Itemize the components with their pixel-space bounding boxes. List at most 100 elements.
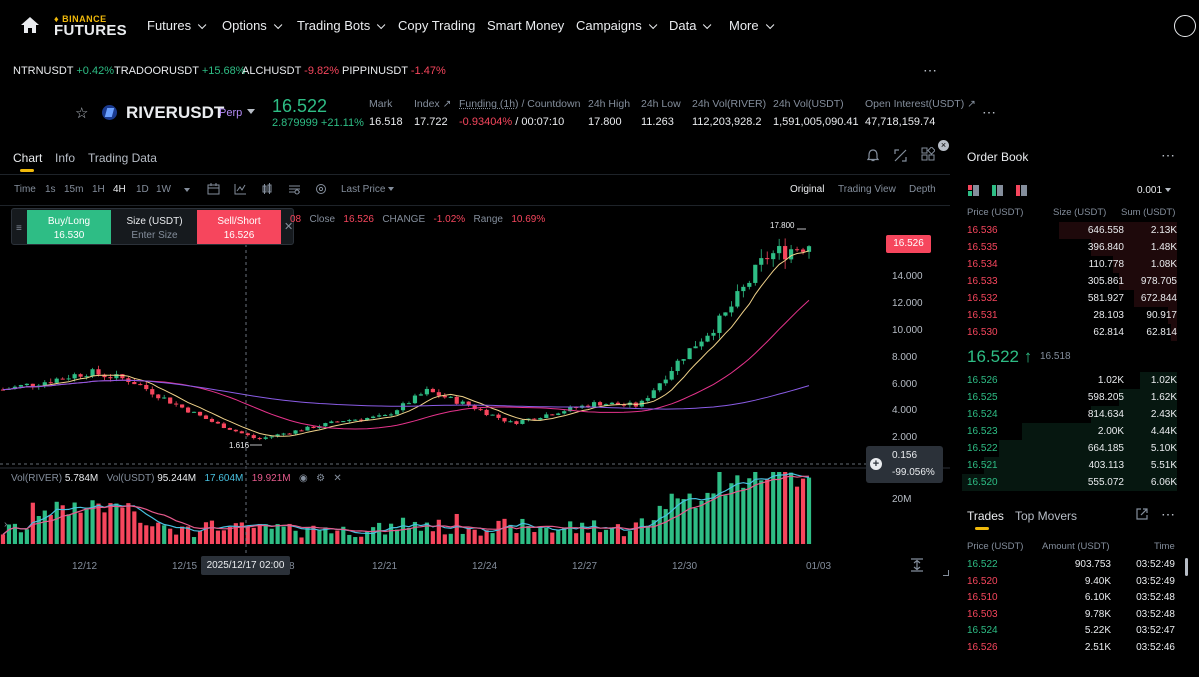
price-chart[interactable]: 17.800 1.616 — [0, 206, 950, 576]
size: 646.558 — [1087, 225, 1124, 236]
bids-row[interactable]: 16.520 555.072 6.06K — [962, 474, 1177, 491]
close-icon[interactable]: ✕ — [333, 473, 342, 484]
volume-bar — [311, 525, 316, 544]
river-coin-icon — [102, 105, 117, 120]
favorite-star-icon[interactable]: ☆ — [75, 105, 89, 122]
add-order-icon[interactable]: + — [870, 458, 882, 470]
interval-dropdown-icon[interactable] — [184, 188, 190, 192]
sell-short-button[interactable]: Sell/Short 16.526 — [197, 210, 281, 244]
trade-amount: 9.78K — [1084, 608, 1111, 620]
candle — [18, 385, 23, 387]
size: 2.00K — [1097, 426, 1124, 437]
candle-type-icon[interactable] — [261, 183, 273, 195]
interval-4h[interactable]: 4H — [113, 184, 126, 195]
nav-copy-trading[interactable]: Copy Trading — [398, 18, 475, 33]
tab-info[interactable]: Info — [55, 151, 76, 165]
nav-smart-money[interactable]: Smart Money — [487, 18, 564, 33]
open-interest-label[interactable]: Open Interest(USDT) ↗ — [865, 98, 976, 110]
symbol-name[interactable]: RIVERUSDT — [126, 103, 225, 122]
volume-bar — [263, 524, 268, 544]
resize-handle-icon[interactable] — [943, 570, 949, 576]
asks-row[interactable]: 16.533 305.861 978.705 — [962, 273, 1177, 290]
popout-icon[interactable] — [1136, 508, 1148, 520]
order-book-more-icon[interactable]: ⋯ — [1161, 147, 1176, 163]
eye-icon[interactable]: ◉ — [298, 473, 308, 484]
nav-data[interactable]: Data — [669, 18, 712, 33]
volume-bar — [24, 529, 29, 544]
tick-size-select[interactable]: 0.001 — [1137, 185, 1171, 196]
symbol-dropdown-icon[interactable] — [247, 109, 255, 114]
ticker-item[interactable]: NTRNUSDT +0.42% — [13, 65, 114, 77]
ticker-item[interactable]: TRADOORUSDT +15.68% — [114, 65, 246, 77]
user-icon[interactable] — [1174, 15, 1196, 37]
ticker-more-icon[interactable]: ⋯ — [923, 62, 938, 78]
price-source-select[interactable]: Last Price — [341, 184, 395, 195]
nav-trading-bots[interactable]: Trading Bots — [297, 18, 386, 33]
settings-sliders-icon[interactable] — [288, 183, 301, 195]
buy-long-button[interactable]: Buy/Long 16.530 — [27, 210, 111, 244]
interval-1s[interactable]: 1s — [45, 184, 56, 195]
volume-bar — [185, 526, 191, 544]
calendar-icon[interactable] — [207, 183, 220, 195]
bids-row[interactable]: 16.524 814.634 2.43K — [962, 406, 1177, 423]
nav-options[interactable]: Options — [222, 18, 283, 33]
header-more-icon[interactable]: ⋯ — [982, 104, 997, 120]
nav-campaigns[interactable]: Campaigns — [576, 18, 658, 33]
orderbook-both-mode-icon[interactable] — [968, 185, 979, 196]
candle — [669, 371, 674, 380]
close-panel-icon[interactable]: × — [938, 140, 949, 151]
interval-1d[interactable]: 1D — [136, 184, 149, 195]
tab-trades[interactable]: Trades — [967, 509, 1004, 523]
volume-bar — [663, 509, 668, 544]
bids-row[interactable]: 16.521 403.113 5.51K — [962, 457, 1177, 474]
orderbook-bids-mode-icon[interactable] — [992, 185, 1003, 196]
depth-bar — [1118, 389, 1177, 406]
chevron-right-icon[interactable]: › — [4, 519, 8, 530]
bell-icon[interactable] — [867, 149, 879, 162]
trades-more-icon[interactable]: ⋯ — [1161, 506, 1176, 522]
asks-row[interactable]: 16.530 62.814 62.814 — [962, 324, 1177, 341]
close-icon[interactable]: ✕ — [284, 221, 294, 233]
asks-row[interactable]: 16.534 110.778 1.08K — [962, 256, 1177, 273]
interval-15m[interactable]: 15m — [64, 184, 84, 195]
orderbook-asks-mode-icon[interactable] — [1016, 185, 1027, 196]
candle — [442, 395, 447, 398]
tab-trading-data[interactable]: Trading Data — [88, 151, 157, 165]
scrollbar[interactable] — [1185, 558, 1188, 576]
binance-futures-logo[interactable]: ♦ BINANCE FUTURES — [54, 14, 127, 39]
asks-row[interactable]: 16.536 646.558 2.13K — [962, 222, 1177, 239]
bids-row[interactable]: 16.523 2.00K 4.44K — [962, 423, 1177, 440]
asks-row[interactable]: 16.531 28.103 90.917 — [962, 307, 1177, 324]
asks-row[interactable]: 16.535 396.840 1.48K — [962, 239, 1177, 256]
bids-row[interactable]: 16.522 664.185 5.10K — [962, 440, 1177, 457]
fit-screen-icon[interactable] — [910, 558, 924, 572]
indicator-icon[interactable] — [234, 183, 247, 195]
index-label[interactable]: Index ↗ — [414, 98, 452, 110]
bids-row[interactable]: 16.526 1.02K 1.02K — [962, 372, 1177, 389]
view-original[interactable]: Original — [790, 184, 825, 195]
asks-row[interactable]: 16.532 581.927 672.844 — [962, 290, 1177, 307]
interval-1h[interactable]: 1H — [92, 184, 105, 195]
tab-top-movers[interactable]: Top Movers — [1015, 509, 1078, 523]
ticker-item[interactable]: ALCHUSDT -9.82% — [242, 65, 339, 77]
tab-chart[interactable]: Chart — [13, 151, 43, 165]
gear-icon[interactable]: ⚙ — [316, 473, 326, 484]
funding-label[interactable]: Funding (1h) / Countdown — [459, 98, 580, 110]
fullscreen-icon[interactable] — [894, 149, 907, 162]
gear-icon[interactable] — [315, 183, 327, 195]
nav-futures[interactable]: Futures — [147, 18, 207, 33]
ticker-item[interactable]: PIPPINUSDT -1.47% — [342, 65, 446, 77]
sum: 5.10K — [1150, 443, 1177, 454]
ticker-symbol: PIPPINUSDT — [342, 65, 408, 77]
view-trading-view[interactable]: Trading View — [838, 184, 896, 195]
interval-1w[interactable]: 1W — [156, 184, 171, 195]
size-input[interactable]: Size (USDT) Enter Size — [112, 210, 197, 244]
candle — [532, 418, 537, 420]
home-icon[interactable] — [20, 16, 40, 34]
layout-grid-icon[interactable] — [921, 147, 935, 162]
bids-row[interactable]: 16.525 598.205 1.62K — [962, 389, 1177, 406]
view-depth[interactable]: Depth — [909, 184, 936, 195]
interval-time[interactable]: Time — [14, 184, 36, 195]
drag-handle-icon[interactable]: ≡ — [16, 223, 22, 234]
nav-more[interactable]: More — [729, 18, 774, 33]
